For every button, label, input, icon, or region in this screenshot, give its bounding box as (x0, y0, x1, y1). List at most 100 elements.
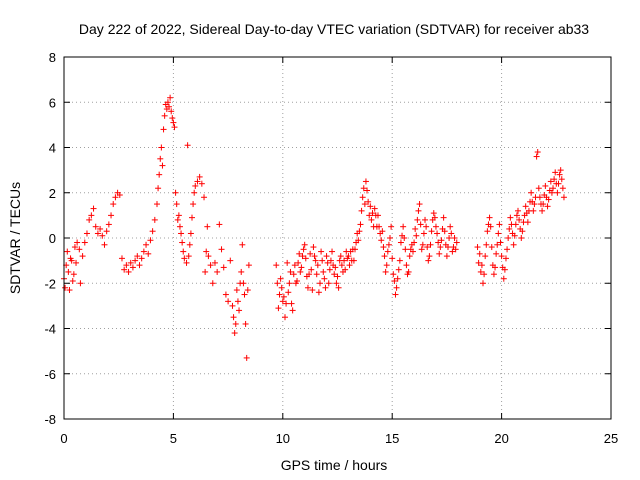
data-point (558, 176, 565, 183)
data-point (388, 223, 395, 230)
data-point (331, 271, 338, 278)
data-point (451, 235, 458, 241)
data-point (286, 280, 293, 287)
data-point (415, 207, 422, 214)
data-point (412, 225, 419, 232)
data-point (394, 275, 401, 282)
data-point (443, 253, 450, 260)
data-point (94, 230, 101, 237)
data-point (324, 259, 331, 266)
data-point (341, 257, 348, 264)
data-point (209, 280, 216, 287)
data-point (149, 228, 156, 235)
data-point (166, 103, 173, 110)
data-point (291, 262, 298, 269)
data-point (522, 203, 529, 210)
data-point (322, 284, 329, 291)
data-point (551, 176, 558, 183)
data-point (555, 180, 562, 187)
x-tick-label: 20 (494, 431, 508, 446)
data-point (528, 189, 535, 196)
data-point (327, 257, 334, 264)
data-point (554, 189, 561, 196)
data-point (498, 253, 505, 260)
data-point (214, 268, 221, 275)
data-point (405, 268, 412, 275)
data-point (536, 194, 543, 201)
data-point (156, 171, 163, 178)
data-point (110, 201, 117, 208)
data-point (488, 244, 495, 251)
data-point (424, 244, 431, 251)
data-point (158, 144, 165, 151)
data-point (284, 259, 291, 266)
data-point (452, 246, 459, 253)
data-point (320, 268, 327, 275)
data-point (393, 284, 400, 291)
data-point (318, 248, 325, 255)
data-point (446, 235, 453, 241)
data-point (550, 185, 557, 192)
data-point (236, 307, 243, 314)
data-point (345, 253, 352, 260)
data-point (287, 268, 294, 275)
data-point (240, 280, 247, 287)
data-point (90, 205, 97, 212)
data-point (298, 264, 305, 271)
data-point (435, 239, 442, 246)
data-point (511, 232, 518, 239)
data-point (160, 126, 167, 133)
data-point (530, 207, 537, 214)
data-point (170, 119, 177, 126)
data-point (183, 259, 190, 266)
data-point (361, 201, 368, 208)
data-point (161, 112, 168, 119)
data-point (483, 241, 490, 248)
data-point (211, 259, 218, 266)
y-tick-label: 6 (49, 95, 56, 110)
data-point (216, 221, 223, 228)
data-point (497, 239, 504, 246)
data-point (275, 305, 282, 312)
data-point (168, 108, 175, 115)
y-axis-label: SDTVAR / TECUs (7, 182, 23, 294)
data-point (333, 280, 340, 287)
data-point (427, 241, 434, 248)
data-point (299, 253, 306, 260)
data-point (105, 221, 112, 228)
data-point (179, 239, 186, 246)
data-point (99, 232, 106, 239)
data-point (174, 216, 181, 223)
data-point (490, 271, 497, 278)
data-point (185, 253, 192, 260)
data-point (346, 262, 353, 269)
data-point (73, 259, 80, 266)
data-point (384, 248, 391, 255)
data-point (378, 237, 385, 244)
data-point (423, 223, 430, 230)
data-point (241, 291, 248, 298)
data-point (194, 178, 201, 185)
y-tick-label: -6 (44, 367, 56, 382)
data-point (71, 244, 78, 251)
data-point (178, 230, 185, 237)
data-point (337, 253, 344, 260)
data-point (381, 253, 388, 260)
data-point (365, 198, 372, 205)
data-point (159, 162, 166, 169)
x-tick-label: 25 (604, 431, 618, 446)
data-point (437, 244, 444, 251)
data-point (434, 230, 441, 237)
data-point (134, 253, 141, 260)
data-point (539, 207, 546, 214)
data-point (315, 289, 322, 296)
data-point (474, 244, 481, 251)
data-point (391, 277, 398, 284)
data-point (127, 259, 134, 266)
data-point (325, 280, 332, 287)
data-point (482, 253, 489, 260)
y-tick-label: -2 (44, 276, 56, 291)
data-point (416, 201, 423, 208)
data-point (494, 241, 501, 248)
y-tick-label: 4 (49, 141, 56, 156)
